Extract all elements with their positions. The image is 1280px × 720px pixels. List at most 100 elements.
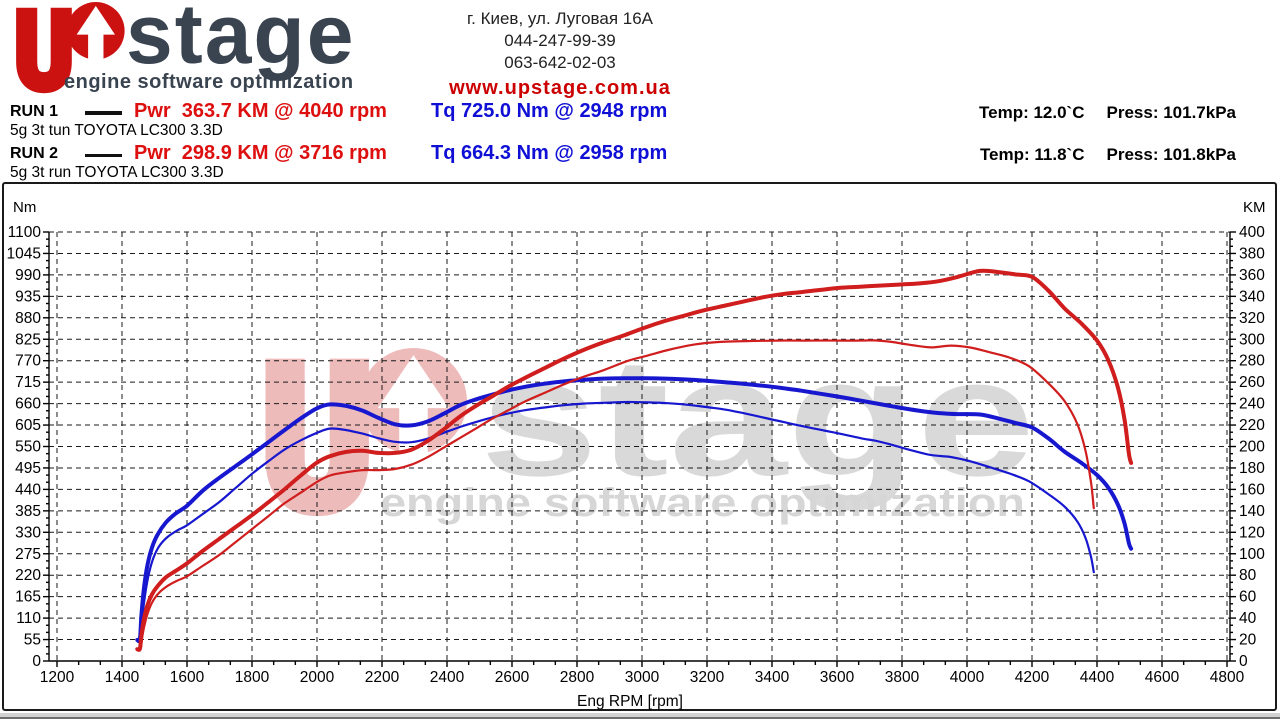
bottom-window-edge xyxy=(0,713,1280,719)
right-axis-title: KM xyxy=(1243,199,1266,216)
svg-text:275: 275 xyxy=(15,546,41,563)
svg-text:3200: 3200 xyxy=(690,669,725,686)
svg-text:55: 55 xyxy=(24,632,41,649)
svg-text:3600: 3600 xyxy=(820,669,855,686)
svg-text:0: 0 xyxy=(1239,653,1248,670)
brand-text: stage xyxy=(126,0,356,81)
svg-text:2800: 2800 xyxy=(560,669,595,686)
run1-power-result: Pwr 363.7 KM @ 4040 rpm xyxy=(134,100,387,122)
svg-text:400: 400 xyxy=(1239,224,1265,241)
run2-torque-result: Tq 664.3 Nm @ 2958 rpm xyxy=(431,142,668,164)
svg-text:1045: 1045 xyxy=(7,245,41,262)
svg-text:1600: 1600 xyxy=(170,669,205,686)
svg-text:200: 200 xyxy=(1239,439,1265,456)
svg-text:990: 990 xyxy=(15,267,41,284)
svg-text:495: 495 xyxy=(15,460,41,477)
svg-text:220: 220 xyxy=(15,567,41,584)
run2-environment: Temp: 11.8`C Press: 101.8kPa xyxy=(940,145,1236,165)
svg-text:20: 20 xyxy=(1239,632,1257,649)
run2-label: RUN 2 xyxy=(10,145,59,162)
run-2-power-km--curve xyxy=(137,339,1095,651)
svg-text:320: 320 xyxy=(1239,310,1265,327)
run2-power-result: Pwr 298.9 KM @ 3716 rpm xyxy=(134,142,387,164)
header: stage engine software optimization г. Ки… xyxy=(0,0,1280,100)
run1-label: RUN 1 xyxy=(10,103,59,120)
svg-text:4600: 4600 xyxy=(1145,669,1180,686)
run2-line-swatch xyxy=(85,154,122,157)
run-summary: RUN 1 Pwr 363.7 KM @ 4040 rpm Tq 725.0 N… xyxy=(0,98,1280,182)
website-link[interactable]: www.upstage.com.ua xyxy=(449,77,671,99)
run1-torque-result: Tq 725.0 Nm @ 2948 rpm xyxy=(431,100,668,122)
run1-press: Press: 101.7kPa xyxy=(1106,103,1237,122)
svg-text:715: 715 xyxy=(15,374,41,391)
contact-block: г. Киев, ул. Луговая 16А 044-247-99-39 0… xyxy=(420,8,700,99)
gridlines xyxy=(49,231,1230,661)
run1-environment: Temp: 12.0`C Press: 101.7kPa xyxy=(940,103,1236,123)
chart-panel: stage engine software optimization 0 55 110 1… xyxy=(2,182,1277,711)
run1-temp: Temp: 12.0`C xyxy=(979,103,1085,122)
run-1-power-km--curve xyxy=(135,268,1134,652)
svg-text:260: 260 xyxy=(1239,374,1265,391)
svg-text:140: 140 xyxy=(1239,503,1265,520)
phone-1: 044-247-99-39 xyxy=(504,31,616,50)
svg-text:120: 120 xyxy=(1239,524,1265,541)
watermark-tagline: engine software optimization xyxy=(380,481,1025,525)
left-axis-title: Nm xyxy=(13,199,37,216)
x-axis-title: Eng RPM [rpm] xyxy=(577,693,683,710)
svg-text:4800: 4800 xyxy=(1210,669,1245,686)
svg-text:4000: 4000 xyxy=(950,669,985,686)
run-2-torque-nm--curve xyxy=(137,400,1095,641)
svg-text:110: 110 xyxy=(16,610,41,627)
run2-press: Press: 101.8kPa xyxy=(1106,145,1237,164)
svg-text:605: 605 xyxy=(15,417,41,434)
svg-text:550: 550 xyxy=(15,439,41,456)
svg-text:4400: 4400 xyxy=(1080,669,1115,686)
tick-labels: 0 55 110 165 220 275 330 385 440 495 550 605 660 715 7… xyxy=(7,224,1266,686)
svg-text:3400: 3400 xyxy=(755,669,790,686)
svg-text:660: 660 xyxy=(15,396,41,413)
svg-text:300: 300 xyxy=(1239,331,1265,348)
svg-text:2200: 2200 xyxy=(365,669,400,686)
svg-text:1100: 1100 xyxy=(8,224,42,241)
up-arrow-logo-icon xyxy=(16,2,125,94)
svg-text:330: 330 xyxy=(15,524,41,541)
svg-text:100: 100 xyxy=(1239,546,1265,563)
svg-text:0: 0 xyxy=(32,653,41,670)
svg-text:40: 40 xyxy=(1239,610,1257,627)
svg-text:1200: 1200 xyxy=(40,669,75,686)
run2-temp: Temp: 11.8`C xyxy=(979,145,1085,164)
svg-text:280: 280 xyxy=(1239,353,1265,370)
svg-text:220: 220 xyxy=(1239,417,1265,434)
up-arrow-glyph xyxy=(76,5,115,79)
svg-text:380: 380 xyxy=(1239,245,1265,262)
svg-text:440: 440 xyxy=(15,481,41,498)
svg-text:80: 80 xyxy=(1239,567,1257,584)
svg-text:935: 935 xyxy=(15,288,41,305)
svg-text:825: 825 xyxy=(15,331,41,348)
svg-text:4200: 4200 xyxy=(1015,669,1050,686)
svg-text:1800: 1800 xyxy=(235,669,270,686)
svg-text:3800: 3800 xyxy=(885,669,920,686)
svg-text:2400: 2400 xyxy=(430,669,465,686)
run1-description: 5g 3t tun TOYOTA LC300 3.3D xyxy=(10,122,223,139)
svg-text:385: 385 xyxy=(15,503,41,520)
svg-text:2600: 2600 xyxy=(495,669,530,686)
svg-text:3000: 3000 xyxy=(625,669,660,686)
brand-logo: stage engine software optimization xyxy=(0,0,430,100)
curves xyxy=(135,268,1134,652)
axes xyxy=(43,231,1236,667)
svg-text:60: 60 xyxy=(1239,589,1257,606)
run1-line-swatch xyxy=(85,111,122,115)
svg-text:240: 240 xyxy=(1239,396,1265,413)
svg-text:165: 165 xyxy=(15,589,41,606)
svg-text:180: 180 xyxy=(1239,460,1265,477)
phone-2: 063-642-02-03 xyxy=(504,53,616,72)
address-line: г. Киев, ул. Луговая 16А xyxy=(467,9,653,28)
chart-border xyxy=(2,182,1277,711)
svg-text:360: 360 xyxy=(1239,267,1265,284)
svg-text:770: 770 xyxy=(15,353,41,370)
svg-text:160: 160 xyxy=(1239,481,1265,498)
watermark-logo-icon xyxy=(265,348,467,517)
svg-text:2000: 2000 xyxy=(300,669,335,686)
